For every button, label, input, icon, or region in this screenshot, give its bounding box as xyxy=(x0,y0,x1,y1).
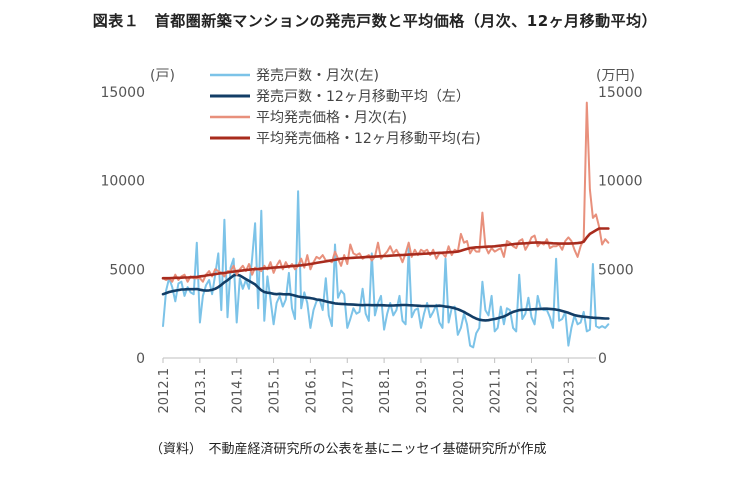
chart-title: 図表１ 首都圏新築マンションの発売戸数と平均価格（月次、12ヶ月移動平均） xyxy=(92,12,658,30)
x-tick-label: 2013.1 xyxy=(194,368,209,414)
right-tick-label: 5000 xyxy=(598,262,634,278)
series-layer xyxy=(161,101,610,349)
x-tick-label: 2019.1 xyxy=(415,368,430,414)
legend-label-2: 発売戸数・12ヶ月移動平均（左） xyxy=(256,89,470,105)
series-line-1 xyxy=(162,190,610,349)
legend: 発売戸数・月次(左) 発売戸数・12ヶ月移動平均（左） 平均発売価格・月次(右) 平均… xyxy=(210,68,481,147)
x-tick-label: 2021.1 xyxy=(489,368,504,414)
left-axis-unit: (戸) xyxy=(150,68,175,84)
x-tick-label: 2015.1 xyxy=(268,368,283,414)
x-tick-label: 2020.1 xyxy=(452,368,467,414)
left-tick-label: 0 xyxy=(136,351,145,367)
x-tick-label: 2018.1 xyxy=(378,368,393,414)
x-tick-label: 2012.1 xyxy=(157,368,172,414)
right-axis-unit: (万円) xyxy=(596,68,635,84)
legend-label-4: 平均発売価格・12ヶ月移動平均(右) xyxy=(256,131,481,147)
x-tick-label: 2016.1 xyxy=(304,368,319,414)
right-tick-label: 15000 xyxy=(598,85,643,101)
series-line-3 xyxy=(162,101,610,283)
x-tick-label: 2023.1 xyxy=(562,368,577,414)
x-tick-label: 2022.1 xyxy=(526,368,541,414)
left-tick-label: 5000 xyxy=(109,262,145,278)
legend-label-3: 平均発売価格・月次(右) xyxy=(256,110,407,126)
x-tick-label: 2017.1 xyxy=(341,368,356,414)
axes-layer: 0 5000 10000 15000 0 5000 10000 15000 (戸) (万円) 201… xyxy=(100,68,642,414)
left-tick-label: 10000 xyxy=(100,174,145,190)
left-tick-label: 15000 xyxy=(100,85,145,101)
series-line-4 xyxy=(161,227,610,280)
legend-label-1: 発売戸数・月次(左) xyxy=(256,68,379,84)
x-tick-label: 2014.1 xyxy=(231,368,246,414)
right-tick-label: 0 xyxy=(598,351,607,367)
right-tick-label: 10000 xyxy=(598,174,643,190)
chart-source: （資料） 不動産経済研究所の公表を基にニッセイ基礎研究所が作成 xyxy=(150,442,547,457)
